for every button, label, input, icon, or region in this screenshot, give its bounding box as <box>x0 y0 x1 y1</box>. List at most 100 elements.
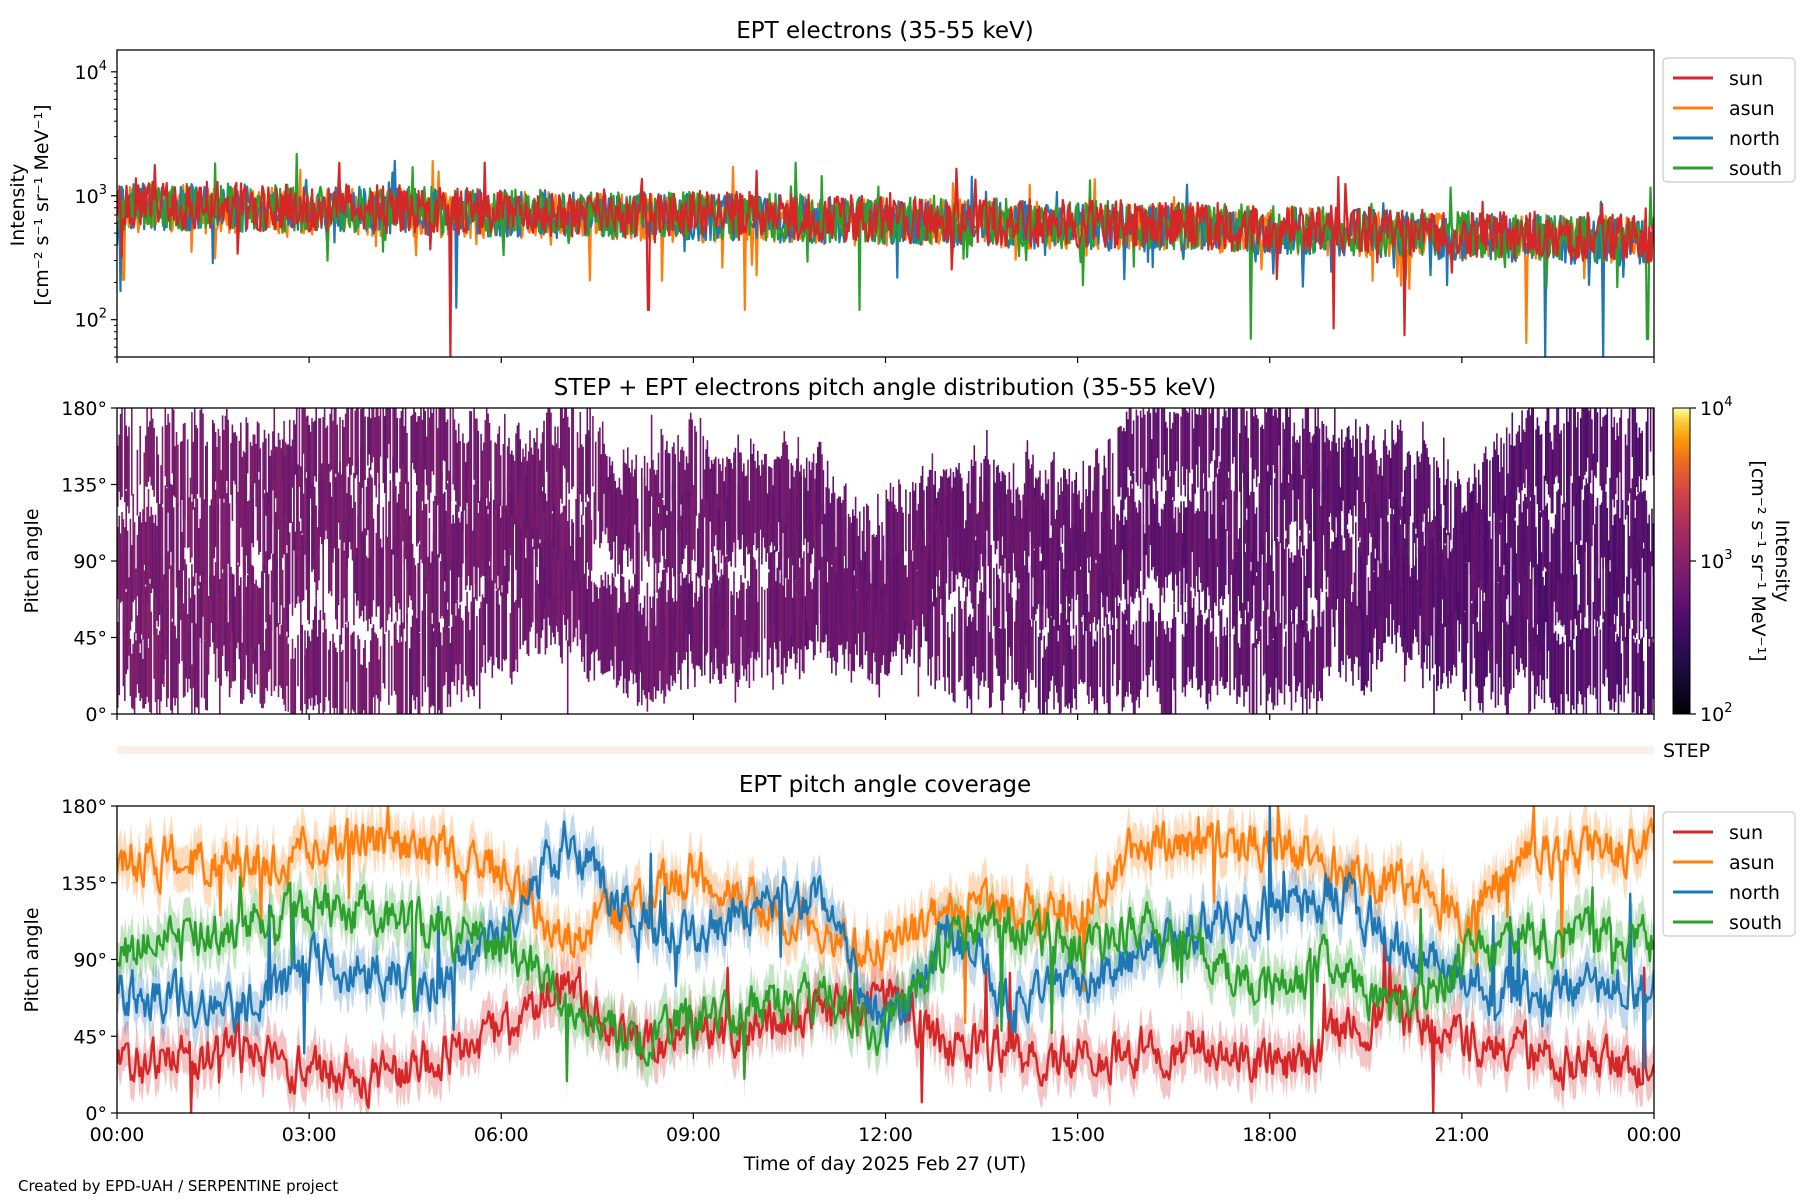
pad-cell <box>276 508 278 565</box>
pad-cell <box>1257 418 1259 477</box>
pad-cell <box>1479 541 1481 643</box>
panel-intensity-title: EPT electrons (35-55 keV) <box>736 18 1033 44</box>
pad-cell <box>1111 624 1114 686</box>
pad-cell <box>186 614 189 693</box>
pad-cell <box>432 501 435 551</box>
pad-cell <box>1532 481 1534 568</box>
pad-cell <box>1465 588 1467 690</box>
pad-cell <box>1445 533 1448 624</box>
pad-cell <box>1457 470 1459 539</box>
pad-cell <box>1322 610 1325 669</box>
pad-cell <box>927 555 929 606</box>
pad-cell <box>456 515 459 579</box>
pad-cell <box>852 607 854 671</box>
pad-cell <box>471 592 474 690</box>
pad-cell <box>1104 467 1107 547</box>
pad-cell <box>1233 568 1235 627</box>
pad-cell <box>1472 517 1474 568</box>
pad-cell <box>168 422 171 486</box>
pad-cell <box>600 612 603 669</box>
pad-cell <box>1029 468 1031 532</box>
pad-cell <box>1004 628 1006 684</box>
pad-cell <box>165 626 168 707</box>
pad-cell <box>1441 549 1444 600</box>
pad-cell <box>649 468 651 527</box>
pad-cell <box>1350 601 1353 672</box>
pad-cell <box>1002 582 1005 632</box>
step-label: STEP <box>1663 740 1710 762</box>
pad-cell <box>206 585 208 666</box>
pad-cell <box>1212 613 1215 681</box>
pad-cell <box>1092 509 1094 582</box>
pad-cell <box>1018 494 1020 583</box>
pad-cell <box>369 640 372 714</box>
y-tick-label: 90° <box>73 551 107 573</box>
pad-cell <box>819 504 822 591</box>
pad-cell <box>1317 479 1319 569</box>
pad-cell <box>1570 640 1572 714</box>
pad-cell <box>1437 572 1439 636</box>
pad-cell <box>1253 643 1255 714</box>
pad-cell <box>418 456 421 542</box>
pad-cell <box>267 503 270 561</box>
pad-cell <box>1137 512 1139 585</box>
pad-cell <box>1568 483 1571 567</box>
pad-cell <box>199 409 201 498</box>
pad-cell <box>439 632 442 714</box>
pad-cell <box>522 523 524 605</box>
pad-cell <box>1356 606 1358 658</box>
pad-cell <box>758 557 760 658</box>
pad-cell <box>550 491 552 591</box>
pad-cell <box>202 567 204 617</box>
pad-cell <box>947 622 949 678</box>
pad-cell <box>1040 560 1043 641</box>
pad-cell <box>825 565 827 635</box>
pad-cell <box>414 572 417 653</box>
pad-cell <box>1350 536 1353 585</box>
pad-cell <box>896 557 899 639</box>
pad-cell <box>1229 634 1231 696</box>
pad-cell <box>135 640 137 698</box>
pad-cell <box>244 561 246 633</box>
y-tick-label: 45° <box>73 1026 107 1048</box>
pad-cell <box>511 582 513 685</box>
pad-cell <box>212 578 214 643</box>
pad-cell <box>1158 522 1160 572</box>
pad-cell <box>684 577 686 639</box>
pad-cell <box>1171 618 1174 679</box>
pad-cell <box>541 569 544 618</box>
pad-cell <box>335 542 337 620</box>
pad-cell <box>1441 623 1444 684</box>
pad-cell <box>1090 525 1093 624</box>
pad-cell <box>1342 603 1344 665</box>
pad-cell <box>1503 594 1505 687</box>
pad-cell <box>555 485 558 585</box>
pad-cell <box>561 512 563 581</box>
pad-cell <box>1503 506 1505 565</box>
pad-cell <box>1271 467 1273 549</box>
pad-cell <box>1498 566 1501 661</box>
pad-cell <box>386 408 389 459</box>
pad-cell <box>1626 445 1628 515</box>
pad-cell <box>495 522 498 590</box>
pad-cell <box>642 607 644 690</box>
pad-cell <box>1095 563 1097 631</box>
pad-cell <box>1236 551 1238 615</box>
pad-cell <box>1285 467 1287 531</box>
pad-cell <box>1529 500 1532 562</box>
pad-cell <box>1026 500 1029 580</box>
pad-cell <box>1269 408 1272 437</box>
pad-cell <box>1280 482 1283 562</box>
pad-cell <box>716 586 718 661</box>
pad-cell <box>1559 547 1561 621</box>
pad-cell <box>481 450 484 503</box>
pad-cell <box>768 493 770 570</box>
pad-cell <box>266 492 269 582</box>
pad-cell <box>952 631 955 702</box>
pad-cell <box>1341 429 1343 511</box>
pad-cell <box>777 551 780 630</box>
pad-cell <box>323 612 326 712</box>
pad-cell <box>357 458 359 555</box>
pad-cell <box>1430 543 1432 636</box>
pad-cell <box>885 489 888 578</box>
